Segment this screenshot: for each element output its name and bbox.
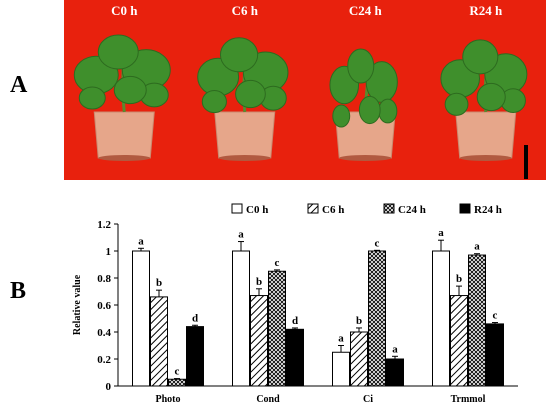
bar xyxy=(268,270,286,387)
y-tick-label: 0.8 xyxy=(97,273,111,285)
plant-photo: R24 h xyxy=(440,3,528,161)
photo-label: C24 h xyxy=(349,3,383,18)
significance-letter: b xyxy=(356,315,362,327)
legend-label: R24 h xyxy=(474,204,502,216)
significance-letter: a xyxy=(392,343,398,355)
legend-swatch xyxy=(307,203,319,214)
bar xyxy=(150,296,168,387)
photo-label: R24 h xyxy=(469,3,503,18)
pot-shadow xyxy=(218,155,271,161)
bar xyxy=(186,326,204,387)
significance-letter: a xyxy=(474,241,480,253)
legend-label: C24 h xyxy=(398,204,426,216)
significance-letter: d xyxy=(292,315,298,327)
x-tick-label: Ci xyxy=(363,394,373,405)
bar xyxy=(486,323,504,387)
legend-swatch xyxy=(383,203,395,214)
legend-swatch xyxy=(231,203,243,214)
significance-letter: a xyxy=(238,229,244,241)
bar xyxy=(368,250,386,387)
bar xyxy=(450,295,468,387)
leaf xyxy=(358,95,381,125)
y-tick-label: 1 xyxy=(106,246,112,258)
leaf xyxy=(332,104,351,128)
y-tick-label: 1.2 xyxy=(97,219,111,231)
legend-label: C0 h xyxy=(246,204,268,216)
pot-shadow xyxy=(459,155,512,161)
significance-letter: a xyxy=(138,235,144,247)
panel-b-label: B xyxy=(10,278,27,304)
bar xyxy=(132,250,150,387)
leaf xyxy=(462,39,499,75)
bar xyxy=(286,328,304,387)
panel-a-label: A xyxy=(10,72,28,98)
scale-bar xyxy=(524,145,528,179)
leaf xyxy=(78,86,106,110)
significance-letter: c xyxy=(493,310,498,322)
significance-letter: c xyxy=(375,237,380,249)
significance-letter: d xyxy=(192,312,198,324)
legend-label: C6 h xyxy=(322,204,344,216)
significance-letter: b xyxy=(456,273,462,285)
leaf xyxy=(201,90,227,114)
leaf xyxy=(347,48,375,84)
pot-shadow xyxy=(339,155,392,161)
leaf xyxy=(444,92,469,116)
y-axis-label: Relative value xyxy=(72,274,83,335)
bar xyxy=(332,351,350,387)
y-tick-label: 0.2 xyxy=(97,354,111,366)
plant-photo: C0 h xyxy=(73,3,171,161)
significance-letter: a xyxy=(338,333,344,345)
significance-letter: c xyxy=(275,257,280,269)
bar xyxy=(468,254,486,387)
significance-letter: c xyxy=(175,366,180,378)
x-tick-label: Cond xyxy=(256,394,280,405)
leaf xyxy=(97,34,139,70)
significance-letter: b xyxy=(156,277,162,289)
bar xyxy=(232,250,250,387)
plant-photo: C6 h xyxy=(197,3,289,161)
y-tick-label: 0.6 xyxy=(97,300,111,312)
leaf xyxy=(219,37,259,73)
x-tick-label: Trmmol xyxy=(451,394,486,405)
y-tick-label: 0 xyxy=(106,381,112,393)
x-tick-label: Photo xyxy=(156,394,181,405)
photo-label: C6 h xyxy=(232,3,259,18)
legend-swatch xyxy=(459,203,471,214)
significance-letter: b xyxy=(256,276,262,288)
plant-photo-panel: C0 h C6 h C24 h R24 h xyxy=(64,0,546,180)
leaf xyxy=(113,75,147,105)
photo-label: C0 h xyxy=(111,3,138,18)
leaf xyxy=(476,82,506,112)
significance-letter: a xyxy=(438,227,444,239)
bar xyxy=(386,358,404,387)
bar xyxy=(168,378,186,387)
y-tick-label: 0.4 xyxy=(97,327,111,339)
bar xyxy=(432,250,450,387)
leaf xyxy=(235,79,266,109)
bar xyxy=(350,331,368,387)
bar xyxy=(250,295,268,387)
plant-photo: C24 h xyxy=(329,3,398,161)
pot-shadow xyxy=(98,155,151,161)
